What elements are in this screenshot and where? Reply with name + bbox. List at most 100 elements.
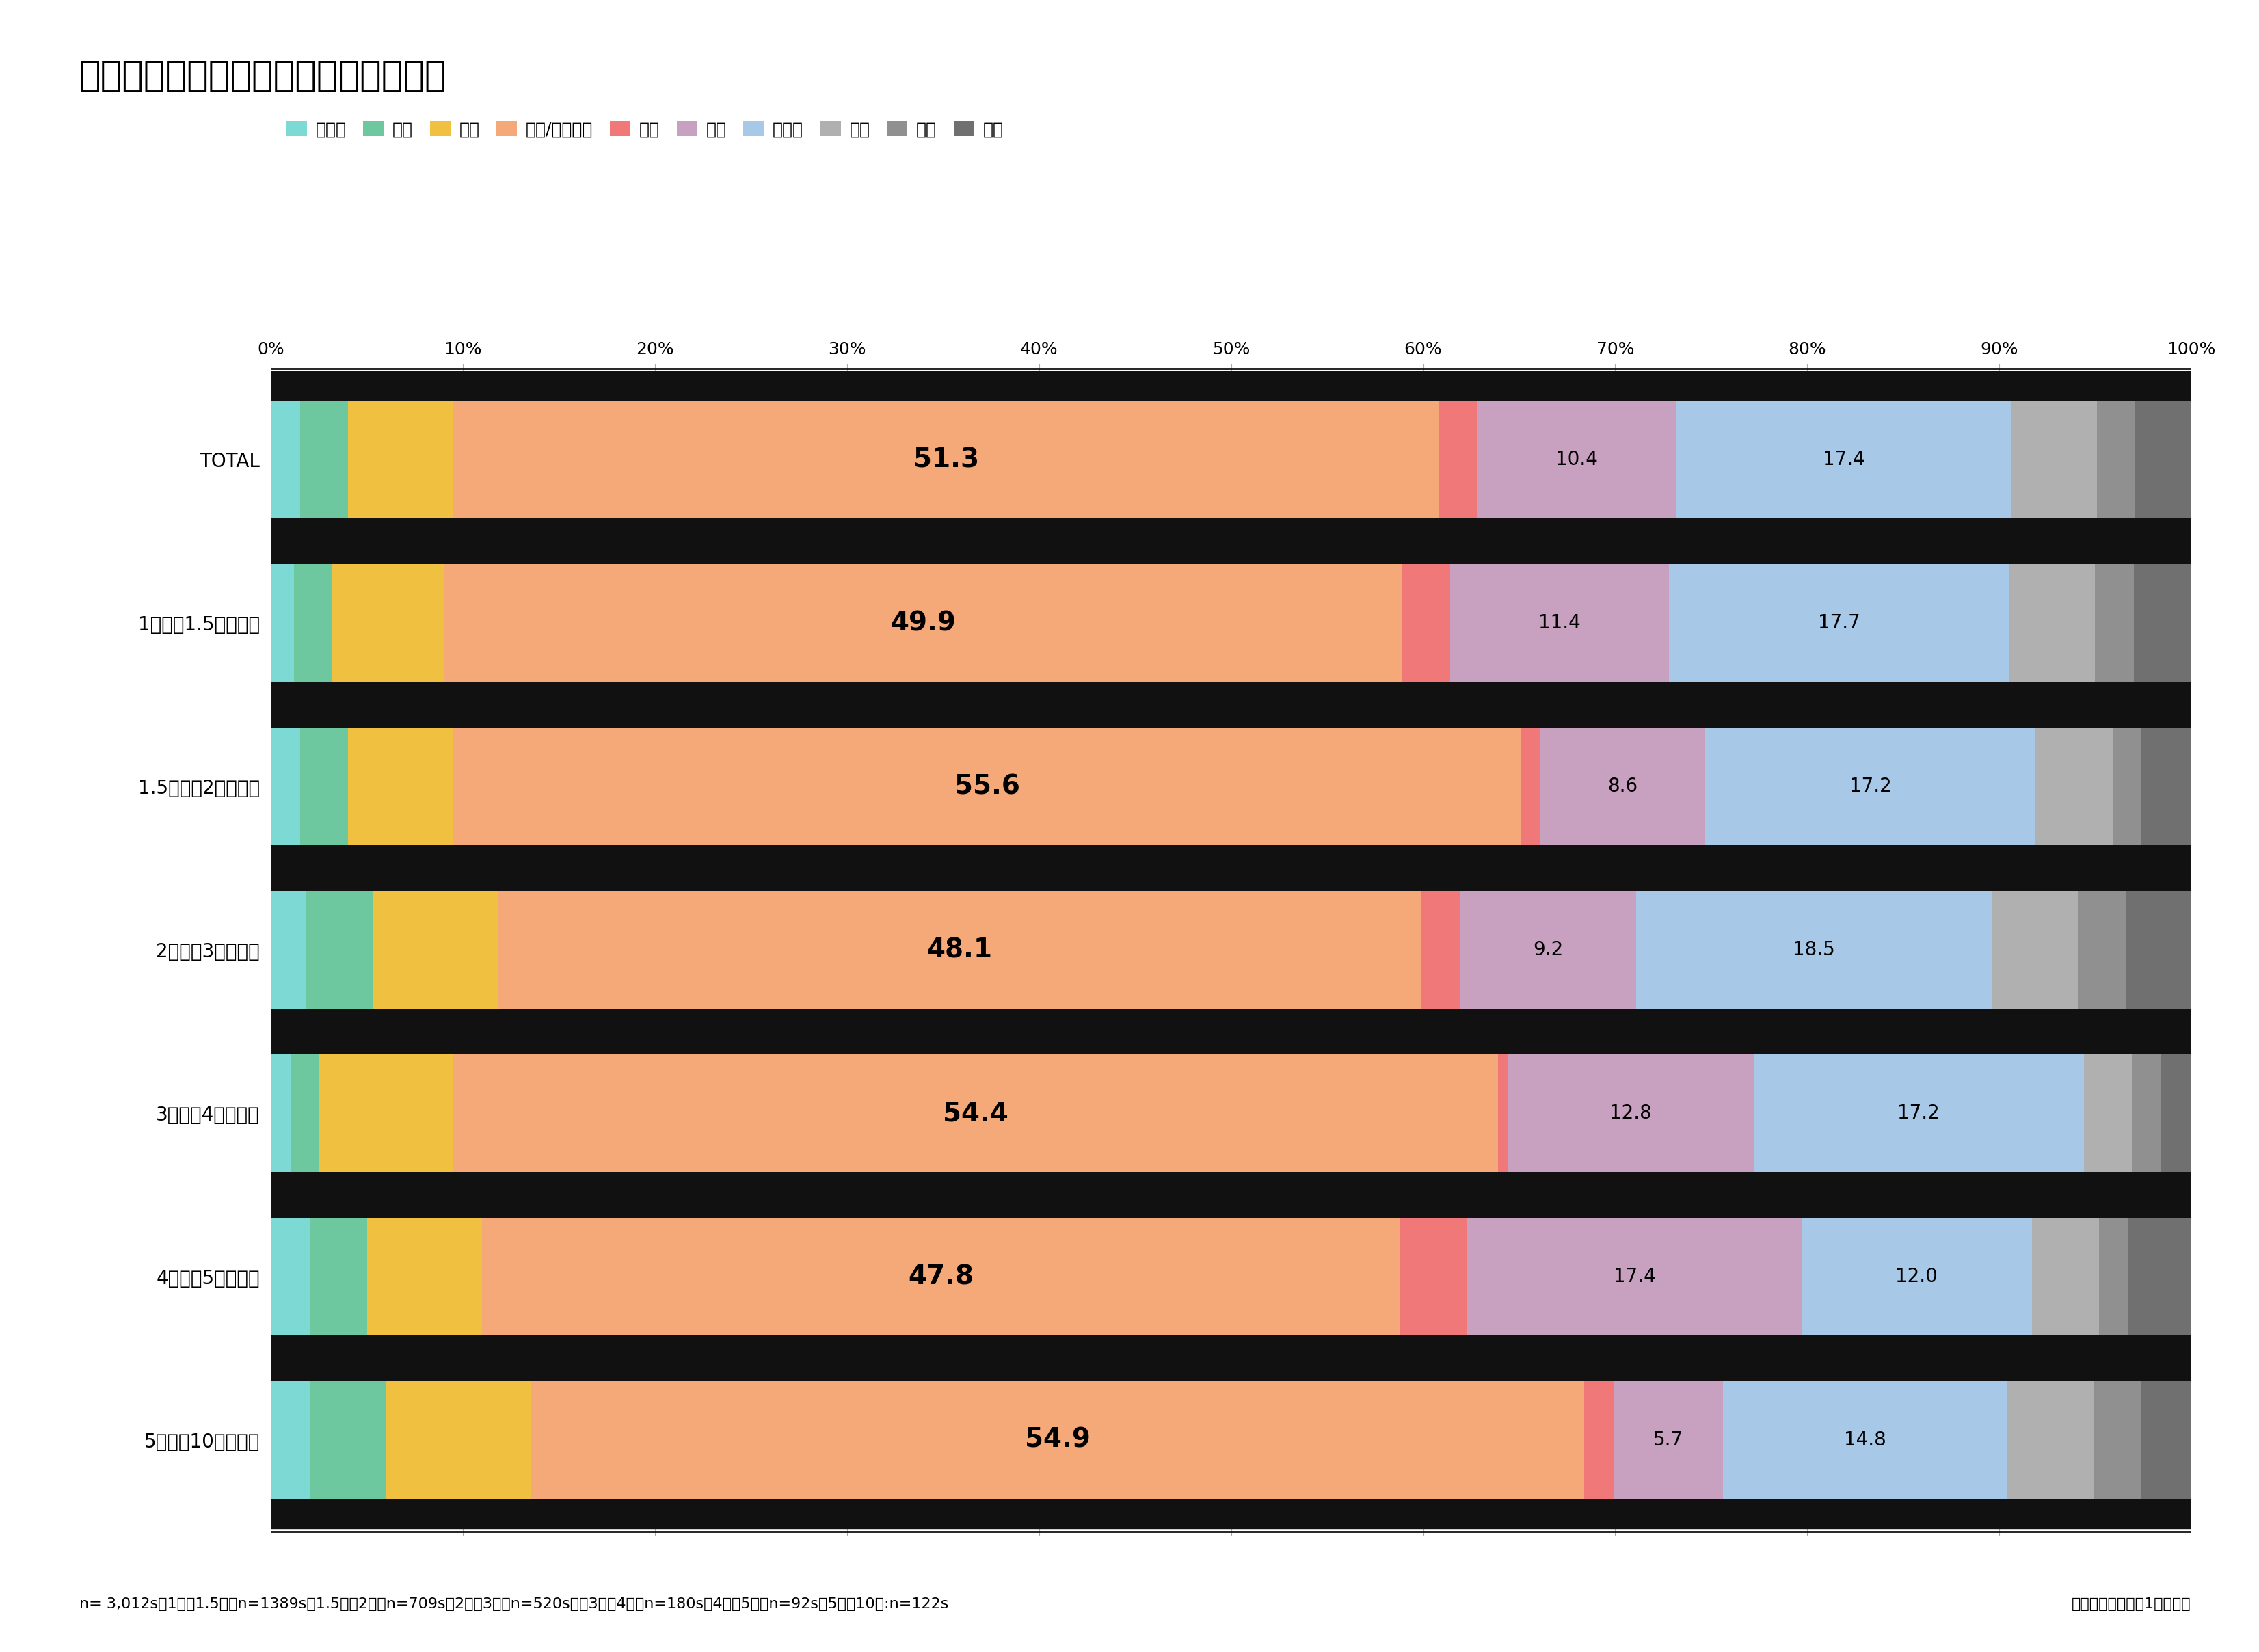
Bar xyxy=(2112,729,2142,846)
Legend: 北海道, 東北, 関東, 京浜/一都三県, 北陸, 東海, 京阪神, 中国, 四国, 九州: 北海道, 東北, 関東, 京浜/一都三県, 北陸, 東海, 京阪神, 中国, 四… xyxy=(280,114,1010,144)
Bar xyxy=(271,682,2191,712)
Bar xyxy=(271,1188,2191,1218)
Bar xyxy=(305,890,373,1009)
Bar xyxy=(2096,565,2135,682)
Bar xyxy=(483,1218,1401,1335)
Bar xyxy=(1439,401,1477,519)
Text: 54.4: 54.4 xyxy=(942,1100,1008,1127)
Bar xyxy=(1477,401,1676,519)
Text: 17.4: 17.4 xyxy=(1823,451,1864,469)
Bar xyxy=(271,862,2191,890)
Bar xyxy=(271,1171,2191,1201)
Bar xyxy=(271,1009,2191,1037)
Bar xyxy=(271,372,2191,401)
Bar xyxy=(2135,401,2191,519)
Bar xyxy=(1421,890,1459,1009)
Text: 47.8: 47.8 xyxy=(908,1264,974,1290)
Bar xyxy=(1468,1218,1800,1335)
Bar xyxy=(497,890,1421,1009)
Bar xyxy=(271,729,300,846)
Bar xyxy=(271,1335,2191,1365)
Text: 9.2: 9.2 xyxy=(1534,940,1563,960)
Text: ベース：金融資産1億円以上: ベース：金融資産1億円以上 xyxy=(2072,1597,2191,1611)
Bar xyxy=(1541,729,1706,846)
Bar xyxy=(1800,1218,2031,1335)
Bar xyxy=(289,1054,319,1171)
Text: 48.1: 48.1 xyxy=(926,937,992,963)
Text: n= 3,012s　1億～1.5億：n=1389s、1.5億～2億：n=709s、2億～3億：n=520s、　3億～4億：n=180s、4億～5億：n=92s、: n= 3,012s 1億～1.5億：n=1389s、1.5億～2億：n=709s… xyxy=(79,1597,949,1611)
Text: 12.8: 12.8 xyxy=(1608,1104,1651,1123)
Bar xyxy=(348,401,454,519)
Bar xyxy=(1613,1381,1724,1498)
Bar xyxy=(2083,1054,2132,1171)
Bar xyxy=(271,1351,2191,1381)
Text: 55.6: 55.6 xyxy=(956,773,1021,800)
Bar xyxy=(271,1054,289,1171)
Bar xyxy=(1724,1381,2006,1498)
Bar xyxy=(2135,565,2191,682)
Text: 51.3: 51.3 xyxy=(913,446,978,472)
Bar xyxy=(454,401,1439,519)
Bar xyxy=(1636,890,1992,1009)
Bar xyxy=(1401,1218,1468,1335)
Bar xyxy=(1507,1054,1753,1171)
Bar xyxy=(1584,1381,1613,1498)
Bar xyxy=(2011,401,2096,519)
Bar xyxy=(2078,890,2126,1009)
Bar xyxy=(271,565,294,682)
Bar xyxy=(271,890,305,1009)
Bar xyxy=(1706,729,2035,846)
Bar xyxy=(454,1054,1498,1171)
Bar xyxy=(309,1381,386,1498)
Bar xyxy=(373,890,497,1009)
Text: 5.7: 5.7 xyxy=(1654,1431,1683,1449)
Bar xyxy=(271,1024,2191,1054)
Text: 11.4: 11.4 xyxy=(1538,613,1581,633)
Bar xyxy=(366,1218,483,1335)
Bar xyxy=(2160,1054,2191,1171)
Bar xyxy=(271,535,2191,565)
Bar xyxy=(2096,401,2135,519)
Bar xyxy=(531,1381,1584,1498)
Bar xyxy=(300,401,348,519)
Bar xyxy=(1753,1054,2083,1171)
Bar xyxy=(332,565,443,682)
Text: 14.8: 14.8 xyxy=(1843,1431,1886,1449)
Bar xyxy=(2006,1381,2094,1498)
Bar xyxy=(309,1218,366,1335)
Bar xyxy=(443,565,1403,682)
Bar xyxy=(2099,1218,2128,1335)
Bar xyxy=(1676,401,2011,519)
Bar xyxy=(2132,1054,2160,1171)
Text: 17.2: 17.2 xyxy=(1898,1104,1940,1123)
Bar xyxy=(271,1498,2191,1528)
Bar xyxy=(300,729,348,846)
Bar xyxy=(454,729,1520,846)
Bar xyxy=(1992,890,2078,1009)
Bar xyxy=(2142,1381,2191,1498)
Bar xyxy=(2008,565,2096,682)
Bar xyxy=(1498,1054,1507,1171)
Text: 17.2: 17.2 xyxy=(1850,776,1891,796)
Bar xyxy=(2094,1381,2142,1498)
Bar xyxy=(1520,729,1541,846)
Text: 8.6: 8.6 xyxy=(1608,776,1638,796)
Text: 12.0: 12.0 xyxy=(1895,1267,1938,1287)
Bar xyxy=(1450,565,1669,682)
Bar xyxy=(294,565,332,682)
Bar xyxy=(271,699,2191,729)
Bar xyxy=(271,846,2191,876)
Bar xyxy=(271,1218,309,1335)
Bar xyxy=(271,519,2191,548)
Text: 49.9: 49.9 xyxy=(890,610,956,636)
Bar xyxy=(271,1381,309,1498)
Text: 18.5: 18.5 xyxy=(1794,940,1834,960)
Bar xyxy=(1459,890,1636,1009)
Bar xyxy=(271,401,300,519)
Bar xyxy=(386,1381,531,1498)
Bar xyxy=(2126,890,2191,1009)
Bar xyxy=(2142,729,2191,846)
Bar xyxy=(1403,565,1450,682)
Bar xyxy=(348,729,454,846)
Text: 富裕層調査　回答者の居住エリア構成: 富裕層調査 回答者の居住エリア構成 xyxy=(79,58,447,94)
